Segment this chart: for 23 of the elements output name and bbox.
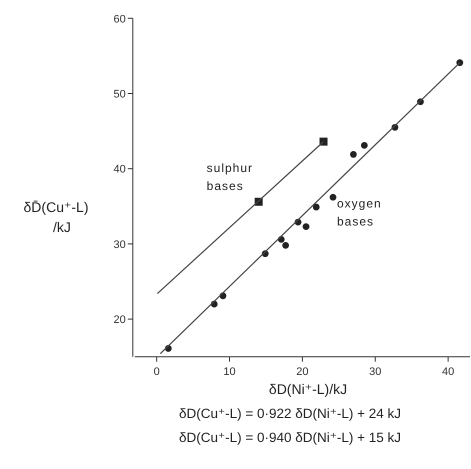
point [312, 204, 320, 210]
x-axis-title: δD(Ni⁺-L)/kJ [268, 381, 348, 397]
point [330, 194, 336, 201]
text: δD(Cu⁺-L) = 0·940 δD(Ni⁺-L) + 15 kJ [178, 430, 402, 445]
x-tick-label: 0 [154, 366, 160, 378]
y-tick-label: 50 [114, 88, 126, 100]
text: δD(Cu⁺-L) = 0·922 δD(Ni⁺-L) + 24 kJ [178, 406, 402, 421]
y-tick-label: 20 [114, 314, 126, 326]
x-tick-label: 20 [296, 366, 309, 378]
y-axis-title: δD̄(Cu⁺-L) /kJ [24, 199, 88, 235]
y-tick-label: 60 [114, 13, 126, 26]
point [302, 223, 310, 230]
x-tick-label: 40 [442, 366, 454, 378]
point [282, 242, 290, 249]
point [360, 142, 368, 149]
point [350, 151, 357, 158]
x-tick-label: 10 [223, 366, 236, 378]
y-tick-label: 40 [114, 164, 126, 176]
point [320, 138, 328, 146]
series-label: sulphur bases [206, 160, 254, 193]
y-tick-label: 30 [114, 238, 126, 251]
series-label: oxygen bases [337, 196, 382, 228]
x-tick-label: 30 [369, 366, 382, 378]
